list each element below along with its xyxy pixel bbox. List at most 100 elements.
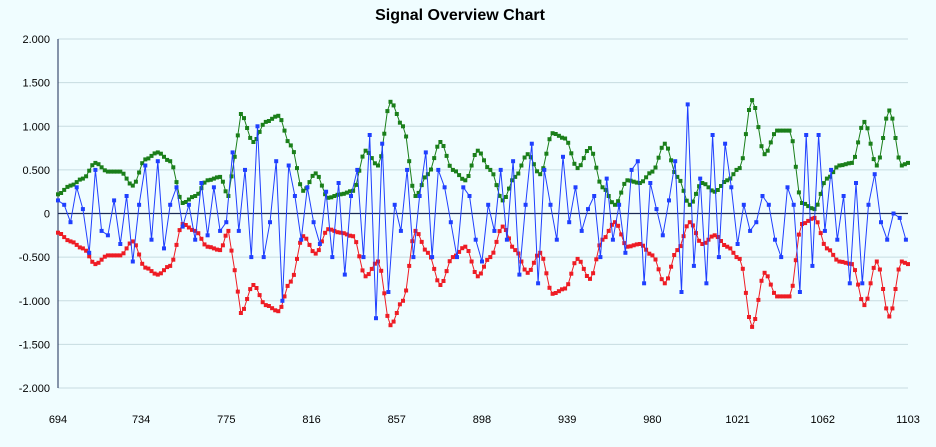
signal-series-point [205, 233, 210, 238]
signal-series-point [542, 167, 547, 172]
lower-series-point [890, 306, 895, 311]
upper-series-point [853, 154, 857, 159]
lower-series-point [71, 240, 76, 245]
upper-series-point [270, 116, 275, 121]
upper-series-point [180, 201, 185, 205]
upper-series-point [722, 180, 727, 184]
lower-series-point [541, 256, 546, 261]
signal-series-point [872, 172, 877, 177]
lower-series-point [806, 218, 811, 223]
lower-series-point [441, 279, 446, 283]
upper-series-point [149, 153, 154, 158]
upper-series-point [560, 135, 564, 140]
upper-series-point [291, 150, 296, 155]
lower-series-point [313, 251, 318, 256]
signal-series-point [586, 207, 590, 212]
lower-series-point [772, 290, 776, 295]
signal-series-point [174, 185, 179, 190]
lower-series-point [158, 271, 163, 276]
upper-series-point [678, 178, 683, 183]
lower-series-point [560, 287, 564, 292]
lower-series-point [127, 241, 132, 246]
lower-series-point [379, 268, 384, 273]
lower-series-point [93, 262, 98, 267]
lower-series-point [62, 235, 67, 240]
signal-series-point [130, 259, 135, 264]
signal-series-point [180, 224, 185, 229]
upper-series-point [205, 178, 210, 183]
upper-series-point [890, 116, 895, 121]
upper-series-point [266, 119, 271, 123]
upper-series-point [369, 156, 374, 161]
upper-series-point [547, 137, 552, 142]
upper-series-point [899, 163, 904, 168]
lower-series-point [385, 313, 390, 318]
signal-series-point [729, 185, 734, 190]
upper-series-point [659, 145, 664, 150]
lower-series-point [425, 250, 430, 255]
signal-series-point [517, 272, 522, 277]
signal-series-point [68, 220, 73, 225]
lower-series-point [859, 297, 864, 302]
lower-series-point [775, 294, 780, 299]
lower-series-point [475, 274, 480, 279]
upper-series-point [285, 139, 290, 144]
signal-series-point [455, 255, 459, 260]
lower-series-point [581, 266, 586, 271]
signal-series-point [486, 202, 491, 207]
signal-series-point [779, 255, 784, 260]
signal-series-point [211, 185, 216, 190]
signal-series-point [292, 194, 297, 198]
signal-series-point [610, 237, 615, 242]
lower-series-point [641, 243, 645, 248]
lower-series-point [232, 268, 237, 273]
signal-series-point [74, 185, 79, 190]
lower-series-point [205, 244, 210, 249]
axes [57, 39, 908, 388]
lower-series-point [697, 238, 702, 243]
upper-series-point [65, 184, 70, 189]
signal-series-point [492, 228, 497, 233]
lower-series-point [304, 236, 309, 241]
signal-series-point [143, 163, 148, 168]
lower-series-point [115, 253, 120, 258]
upper-series-point [295, 166, 299, 171]
upper-series-point [675, 174, 680, 179]
signal-series-point [554, 237, 559, 242]
lower-series-point [273, 308, 278, 313]
lower-series-point [840, 259, 845, 264]
lower-series-point [856, 282, 861, 287]
x-tick-label: 816 [302, 414, 320, 426]
lower-series-point [787, 294, 792, 299]
y-tick-label: 0.500 [22, 165, 50, 177]
upper-series-point [90, 163, 95, 168]
signal-series-point [885, 237, 890, 242]
signal-series-point [467, 194, 472, 198]
lower-series-point [809, 216, 814, 221]
upper-series-point [388, 99, 393, 104]
lower-series-point [722, 243, 727, 247]
lower-series-point [435, 278, 440, 283]
lower-series-point [849, 262, 854, 267]
lower-series-point [625, 244, 630, 249]
upper-series-point [118, 169, 123, 174]
lower-series-point [491, 250, 496, 255]
lower-series-point [282, 294, 287, 299]
signal-series-point [405, 167, 410, 172]
lower-series-point [719, 239, 723, 243]
upper-series-point [435, 144, 440, 149]
lower-series-point [310, 249, 315, 254]
upper-series-point [584, 149, 589, 153]
signal-series-point [417, 194, 422, 198]
upper-series-point [348, 189, 352, 194]
lower-series-point [753, 317, 758, 321]
upper-series-point [168, 159, 173, 164]
upper-series-point [208, 177, 213, 182]
signal-series-point [604, 176, 609, 181]
upper-series-point [77, 177, 82, 182]
signal-series-point [411, 255, 416, 260]
upper-series-point [137, 170, 142, 175]
lower-series-point [650, 253, 655, 258]
y-tick-label: -1.000 [19, 296, 50, 308]
lower-series-point [828, 248, 833, 253]
